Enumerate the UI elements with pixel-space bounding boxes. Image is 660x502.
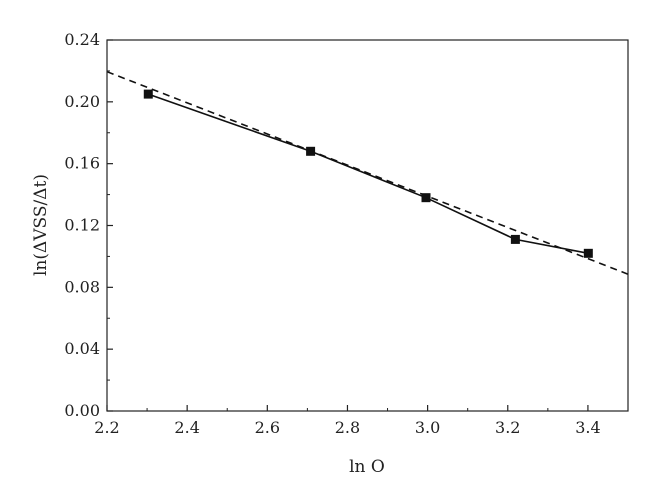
data-point-marker — [583, 248, 593, 258]
y-tick-label: 0.00 — [64, 401, 100, 420]
x-tick-label: 2.4 — [174, 418, 199, 437]
x-tick-label: 2.8 — [335, 418, 360, 437]
y-tick-label: 0.12 — [64, 216, 100, 235]
y-axis-label: ln(ΔVSS/Δt) — [31, 174, 51, 276]
y-tick-label: 0.24 — [64, 30, 100, 49]
x-axis-label: ln O — [349, 457, 385, 477]
y-tick-label: 0.08 — [64, 277, 100, 296]
data-series-line — [148, 93, 589, 255]
data-point-marker — [306, 146, 316, 156]
x-tick-label: 3.0 — [415, 418, 440, 437]
axis-ticks: 2.2 2.4 2.6 2.8 3.0 3.2 3.4 0.00 0.04 0.08 0.12 0.1… — [64, 30, 600, 437]
y-tick-label: 0.16 — [64, 154, 100, 173]
plot-marks — [106, 70, 629, 275]
data-point-marker — [143, 89, 153, 99]
data-point-marker — [510, 234, 520, 244]
plot-frame — [106, 39, 629, 412]
x-tick-label: 3.4 — [575, 418, 600, 437]
y-tick-label: 0.04 — [64, 339, 100, 358]
x-tick-label: 3.2 — [495, 418, 520, 437]
data-point-marker — [421, 193, 431, 203]
x-tick-label: 2.2 — [94, 418, 119, 437]
x-tick-label: 2.6 — [255, 418, 280, 437]
y-tick-label: 0.20 — [64, 92, 100, 111]
fit-line — [106, 70, 629, 275]
